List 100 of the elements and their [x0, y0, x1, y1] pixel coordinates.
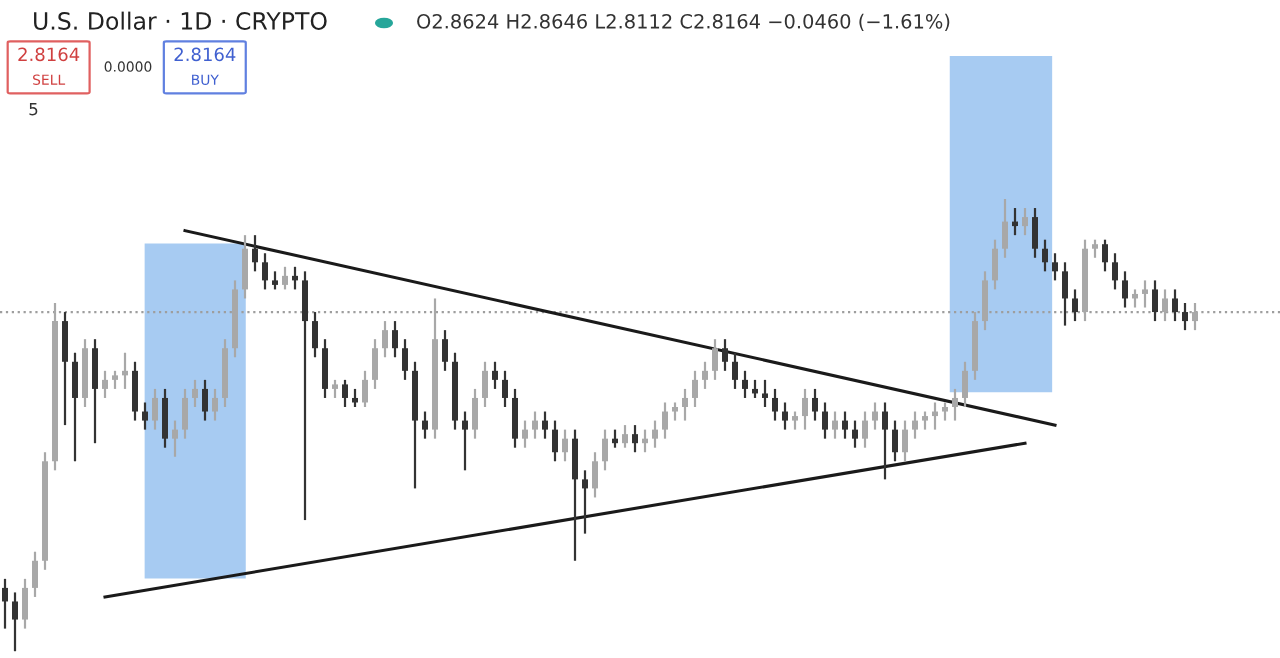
candlestick: [242, 234, 248, 300]
candlestick: [132, 360, 138, 422]
candlestick: [152, 387, 158, 431]
candlestick: [172, 419, 178, 458]
candlestick: [862, 410, 868, 449]
candlestick: [262, 252, 268, 291]
candlestick: [572, 428, 578, 562]
candlestick: [2, 577, 8, 630]
candlestick: [512, 387, 518, 449]
candlestick: [962, 360, 968, 409]
candlestick: [1102, 238, 1108, 273]
chart-title: U.S. Dollar · 1D · CRYPTO: [34, 11, 327, 30]
candlestick: [882, 401, 888, 481]
candlestick: [1062, 261, 1068, 327]
candlestick: [192, 378, 198, 409]
candlestick: [302, 270, 308, 522]
candlestick: [912, 410, 918, 440]
candlestick: [562, 428, 568, 463]
candlestick: [32, 550, 38, 599]
candlestick: [502, 369, 508, 409]
candlestick: [702, 360, 708, 391]
text: 5: [29, 102, 38, 116]
candlestick: [542, 410, 548, 440]
candlestick: [592, 451, 598, 499]
text: 2.8164: [174, 47, 236, 62]
candlestick: [492, 360, 498, 391]
candlestick: [742, 369, 748, 400]
candlestick: [342, 378, 348, 409]
candlestick: [552, 419, 558, 463]
candlestick: [472, 387, 478, 440]
candlestick: [522, 419, 528, 449]
candlestick: [482, 360, 488, 409]
candlestick: [722, 338, 728, 372]
candlestick: [902, 419, 908, 463]
candlestick: [792, 410, 798, 431]
candlestick: [682, 387, 688, 422]
candlestick: [62, 310, 68, 427]
candlestick: [1112, 252, 1118, 291]
candlestick: [632, 423, 638, 454]
candlestick: [802, 387, 808, 431]
candlestick: [202, 378, 208, 422]
candlestick: [1072, 288, 1078, 323]
candlestick: [252, 234, 258, 273]
candlestick: [1092, 238, 1098, 259]
candlestick: [1152, 279, 1158, 323]
candlestick: [1052, 252, 1058, 282]
candlestick: [282, 265, 288, 291]
candlestick: [392, 319, 398, 359]
candlestick: [1002, 197, 1008, 259]
candlestick: [712, 338, 718, 381]
candlestick: [372, 338, 378, 391]
candlestick: [312, 310, 318, 359]
candlestick: [462, 410, 468, 472]
candlestick: [942, 401, 948, 422]
candlestick: [822, 401, 828, 440]
candlestick: [832, 410, 838, 440]
candlestick: [382, 319, 388, 359]
candlestick: [1042, 238, 1048, 273]
candlestick: [212, 387, 218, 422]
candlestick: [602, 428, 608, 472]
candlestick: [22, 577, 28, 630]
candlestick: [582, 469, 588, 535]
candlestick: [272, 270, 278, 291]
text: 2.8164: [18, 47, 80, 62]
candlestick: [672, 401, 678, 422]
candlestick: [12, 591, 18, 653]
candlestick: [762, 378, 768, 409]
candlestick: [772, 387, 778, 422]
candlestick: [332, 378, 338, 400]
candlestick: [1182, 301, 1188, 332]
candlestick: [142, 401, 148, 431]
candlestick: [852, 419, 858, 449]
candlestick: [92, 338, 98, 445]
candlestick: [162, 387, 168, 449]
candlestick: [1032, 206, 1038, 259]
candlestick: [322, 338, 328, 400]
candlestick: [812, 387, 818, 422]
candlestick: [422, 410, 428, 440]
candlestick: [782, 401, 788, 431]
candlestick: [842, 410, 848, 440]
candlestick: [652, 419, 658, 449]
candlestick: [362, 369, 368, 409]
candlestick: [1172, 288, 1178, 323]
candlestick: [622, 423, 628, 449]
candlestick: [922, 410, 928, 431]
candlestick: [1122, 270, 1128, 309]
candlestick: [992, 238, 998, 291]
candlestick: [72, 351, 78, 463]
candlestick: [732, 351, 738, 391]
candlestick: [662, 401, 668, 440]
candlestick: [442, 329, 448, 372]
candlestick: [182, 387, 188, 440]
text: O2.8624 H2.8646 L2.8112 C2.8164 −0.0460 (−1.61%): [417, 13, 950, 31]
candlestick: [112, 369, 118, 391]
candlestick: [532, 410, 538, 440]
candlestick: [1022, 206, 1028, 237]
candlestick: [402, 338, 408, 381]
candlestick: [952, 387, 958, 422]
candlestick: [102, 369, 108, 400]
candlestick: [892, 419, 898, 463]
